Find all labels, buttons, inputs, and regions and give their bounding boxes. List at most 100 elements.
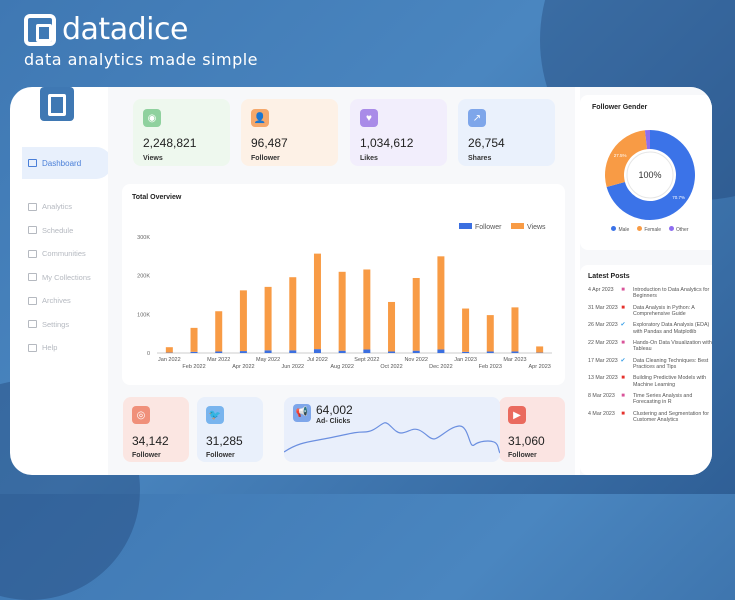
latest-posts-card: Latest Posts 4 Apr 2023■Introduction to … bbox=[580, 265, 712, 475]
logo-icon bbox=[24, 14, 56, 46]
sidebar-item-analytics[interactable]: Analytics bbox=[22, 197, 112, 217]
x-tick-label: Apr 2022 bbox=[232, 364, 254, 370]
bar-views bbox=[536, 346, 543, 352]
bar-views bbox=[388, 302, 395, 351]
slice-label: 70.7% bbox=[672, 195, 685, 200]
post-item[interactable]: 17 Mar 2023✔Data Cleaning Techniques: Be… bbox=[588, 358, 712, 371]
analytics-icon bbox=[28, 203, 37, 211]
post-date: 8 Mar 2023 bbox=[588, 393, 618, 406]
x-tick-label: Jul 2022 bbox=[307, 357, 328, 363]
settings-icon bbox=[28, 320, 37, 328]
youtube-icon: ■ bbox=[618, 305, 628, 318]
post-title: Introduction to Data Analytics for Begin… bbox=[633, 287, 712, 300]
bar-views bbox=[339, 272, 346, 351]
donut-center-label: 100% bbox=[630, 170, 670, 180]
legend-label: Male bbox=[618, 227, 629, 233]
post-item[interactable]: 4 Mar 2023■Clustering and Segmentation f… bbox=[588, 411, 712, 424]
sidebar-item-label: Help bbox=[42, 343, 57, 352]
post-title: Time Series Analysis and Forecasting in … bbox=[633, 393, 712, 406]
post-title: Clustering and Segmentation for Customer… bbox=[633, 411, 712, 424]
bar-views bbox=[240, 290, 247, 351]
post-date: 4 Apr 2023 bbox=[588, 287, 618, 300]
sidebar-item-dashboard[interactable]: Dashboard bbox=[22, 147, 112, 179]
share-icon: ↗ bbox=[468, 109, 486, 127]
post-date: 22 Mar 2023 bbox=[588, 340, 618, 353]
instagram-icon: ■ bbox=[618, 393, 628, 406]
legend-item-female: Female bbox=[637, 226, 661, 233]
sidebar-item-communities[interactable]: Communities bbox=[22, 244, 112, 264]
bar-follower bbox=[413, 351, 420, 353]
brand-name: datadice bbox=[62, 12, 188, 47]
legend-dot bbox=[669, 226, 674, 231]
sidebar-item-help[interactable]: Help bbox=[22, 338, 112, 358]
stat-value: 26,754 bbox=[468, 136, 545, 150]
post-item[interactable]: 13 Mar 2023■Building Predictive Models w… bbox=[588, 375, 712, 388]
post-title: Hands-On Data Visualization with Tableau bbox=[633, 340, 712, 353]
instagram-icon: ■ bbox=[618, 287, 628, 300]
post-title: Exploratory Data Analysis (EDA) with Pan… bbox=[633, 322, 712, 335]
legend-label: Follower bbox=[475, 224, 502, 231]
x-tick-label: Mar 2022 bbox=[207, 357, 230, 363]
twitter-icon: 🐦 bbox=[206, 406, 224, 424]
legend-swatch-views bbox=[511, 223, 524, 229]
x-tick-label: Feb 2022 bbox=[182, 364, 205, 370]
heart-icon: ♥ bbox=[360, 109, 378, 127]
ad-clicks-card: 📢 64,002 Ad- Clicks bbox=[284, 397, 500, 462]
x-tick-label: Oct 2022 bbox=[380, 364, 402, 370]
post-item[interactable]: 26 Mar 2023✔Exploratory Data Analysis (E… bbox=[588, 322, 712, 335]
bar-views bbox=[314, 254, 321, 350]
sidebar-item-schedule[interactable]: Schedule bbox=[22, 220, 112, 240]
social-label: Follower bbox=[132, 452, 180, 459]
posts-title: Latest Posts bbox=[588, 273, 712, 280]
post-item[interactable]: 31 Mar 2023■Data Analysis in Python: A C… bbox=[588, 305, 712, 318]
bar-follower bbox=[388, 351, 395, 353]
x-tick-label: Sept 2022 bbox=[354, 357, 379, 363]
post-item[interactable]: 4 Apr 2023■ Introduction to Data Analytic… bbox=[588, 287, 712, 300]
twitter-icon: ✔ bbox=[618, 322, 628, 335]
post-item[interactable]: 8 Mar 2023■ Time Series Analysis and Fore… bbox=[588, 393, 712, 406]
sidebar-item-label: Communities bbox=[42, 249, 86, 258]
bar-follower bbox=[339, 351, 346, 353]
sidebar-item-settings[interactable]: Settings bbox=[22, 314, 112, 334]
tagline: data analytics made simple bbox=[24, 50, 258, 69]
stat-value: 96,487 bbox=[251, 136, 328, 150]
dashboard-icon bbox=[28, 159, 37, 167]
legend-dot bbox=[637, 226, 642, 231]
sidebar-item-my-collections[interactable]: My Collections bbox=[22, 267, 112, 287]
post-title: Data Cleaning Techniques: Best Practices… bbox=[633, 358, 712, 371]
bar-views bbox=[363, 269, 370, 349]
sidebar-item-archives[interactable]: Archives bbox=[22, 291, 112, 311]
brand-logo: datadice bbox=[24, 12, 188, 47]
legend-dot bbox=[611, 226, 616, 231]
ad-clicks-sparkline bbox=[284, 397, 500, 462]
stat-label: Views bbox=[143, 155, 220, 162]
bar-views bbox=[437, 256, 444, 349]
bar-follower bbox=[487, 351, 494, 353]
social-label: Follower bbox=[508, 452, 556, 459]
legend-label: Female bbox=[644, 227, 661, 233]
legend-label: Views bbox=[527, 224, 546, 231]
post-title: Data Analysis in Python: A Comprehensive… bbox=[633, 305, 712, 318]
bar-follower bbox=[265, 350, 272, 353]
post-item[interactable]: 22 Mar 2023■Hands-On Data Visualization … bbox=[588, 340, 712, 353]
bar-follower bbox=[511, 351, 518, 353]
post-title: Building Predictive Models with Machine … bbox=[633, 375, 712, 388]
communities-icon bbox=[28, 250, 37, 258]
stat-label: Follower bbox=[251, 155, 328, 162]
x-tick-label: Feb 2023 bbox=[479, 364, 502, 370]
bar-views bbox=[289, 277, 296, 350]
stat-value: 1,034,612 bbox=[360, 136, 437, 150]
post-date: 13 Mar 2023 bbox=[588, 375, 618, 388]
legend-swatch-follower bbox=[459, 223, 472, 229]
bar-views bbox=[511, 307, 518, 351]
